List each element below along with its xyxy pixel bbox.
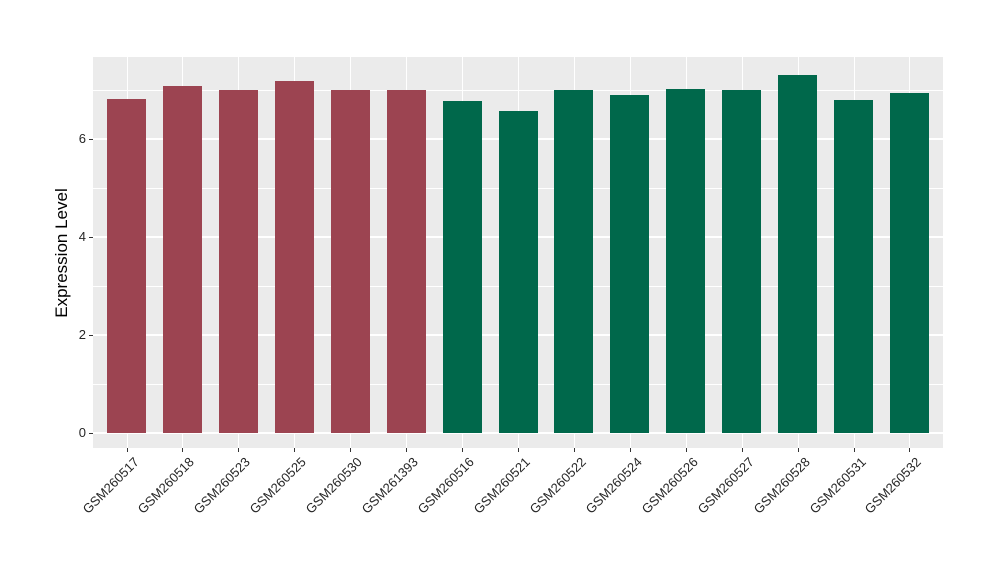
bar-GSM260517 [107, 98, 147, 433]
x-tick-label: GSM261393 [358, 454, 422, 517]
y-tick-label: 4 [78, 229, 86, 244]
x-tick-mark [462, 448, 464, 452]
x-tick-label: GSM260518 [135, 454, 198, 517]
x-tick-label: GSM260527 [694, 454, 757, 517]
bar-GSM260516 [442, 100, 482, 433]
y-tick-label: 2 [78, 327, 86, 342]
y-tick-mark [89, 335, 93, 336]
bar-GSM260526 [666, 89, 706, 433]
bar-GSM260530 [330, 90, 370, 433]
x-tick-mark [350, 448, 352, 452]
x-tick-label: GSM260517 [79, 454, 142, 517]
x-tick-mark [182, 448, 184, 452]
x-tick-label: GSM260523 [191, 454, 254, 517]
bar-GSM260531 [834, 100, 874, 433]
bar-GSM260518 [162, 85, 202, 433]
x-tick-mark [126, 448, 128, 452]
y-axis-title: Expression Level [52, 187, 71, 318]
x-tick-label: GSM260526 [638, 454, 701, 517]
x-tick-mark [685, 448, 687, 452]
x-tick-mark [238, 448, 240, 452]
bar-GSM260521 [498, 111, 538, 433]
x-tick-label: GSM260521 [470, 454, 533, 517]
x-tick-label: GSM260522 [526, 454, 589, 517]
y-tick-mark [89, 433, 93, 434]
bar-GSM260522 [554, 90, 594, 433]
y-tick-mark [89, 237, 93, 238]
x-tick-mark [573, 448, 575, 452]
x-tick-mark [853, 448, 855, 452]
x-tick-label: GSM260524 [582, 454, 645, 517]
bar-GSM260527 [722, 90, 762, 433]
x-tick-label: GSM260525 [247, 454, 310, 517]
y-tick-label: 6 [78, 131, 86, 146]
bar-GSM260528 [778, 74, 818, 433]
x-tick-mark [629, 448, 631, 452]
bar-GSM260525 [274, 80, 314, 433]
x-tick-label: GSM260532 [862, 454, 925, 517]
bar-GSM261393 [386, 90, 426, 433]
x-tick-mark [797, 448, 799, 452]
x-tick-label: GSM260516 [414, 454, 477, 517]
x-tick-label: GSM260531 [806, 454, 869, 517]
x-tick-mark [518, 448, 519, 452]
bar-GSM260523 [218, 90, 258, 433]
y-tick-label: 0 [78, 425, 86, 440]
x-tick-mark [294, 448, 296, 452]
x-tick-label: GSM260528 [750, 454, 813, 517]
y-tick-mark [89, 139, 93, 140]
bar-GSM260532 [889, 92, 929, 433]
bar-GSM260524 [610, 94, 650, 433]
plot-panel [93, 57, 943, 448]
x-tick-mark [909, 448, 911, 452]
x-tick-label: GSM260530 [302, 454, 366, 517]
x-tick-mark [406, 448, 408, 452]
x-tick-mark [741, 448, 743, 452]
